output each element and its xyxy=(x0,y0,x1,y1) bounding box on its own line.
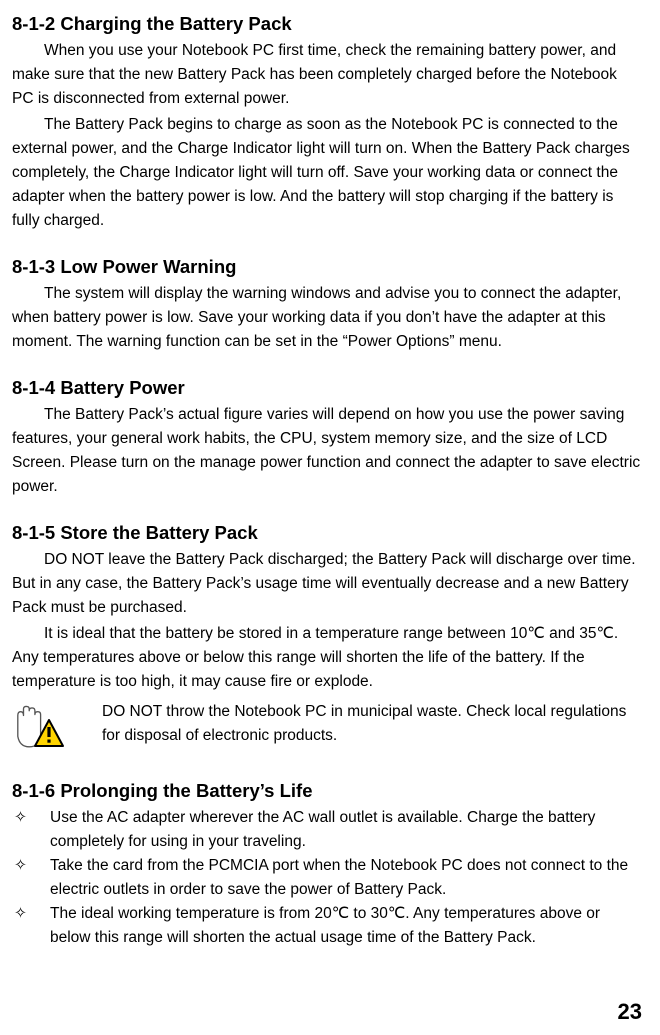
spacer xyxy=(12,759,642,769)
bullet-icon: ✧ xyxy=(12,902,50,926)
warning-text: DO NOT throw the Notebook PC in municipa… xyxy=(66,700,642,748)
spacer xyxy=(12,356,642,366)
paragraph: The Battery Pack begins to charge as soo… xyxy=(12,113,642,233)
paragraph: It is ideal that the battery be stored i… xyxy=(12,622,642,694)
bullet-icon: ✧ xyxy=(12,806,50,830)
heading-8-1-5: 8-1-5 Store the Battery Pack xyxy=(12,521,642,546)
list-item: ✧ Use the AC adapter wherever the AC wal… xyxy=(12,806,642,854)
warning-note: DO NOT throw the Notebook PC in municipa… xyxy=(12,700,642,759)
spacer xyxy=(12,235,642,245)
heading-8-1-4: 8-1-4 Battery Power xyxy=(12,376,642,401)
list-item-text: Take the card from the PCMCIA port when … xyxy=(50,854,642,902)
warning-icon xyxy=(12,700,66,759)
page: 8-1-2 Charging the Battery Pack When you… xyxy=(0,0,660,1035)
paragraph: When you use your Notebook PC first time… xyxy=(12,39,642,111)
heading-8-1-2: 8-1-2 Charging the Battery Pack xyxy=(12,12,642,37)
page-number: 23 xyxy=(618,999,642,1025)
list-item-text: The ideal working temperature is from 20… xyxy=(50,902,642,950)
list-item: ✧ The ideal working temperature is from … xyxy=(12,902,642,950)
paragraph: DO NOT leave the Battery Pack discharged… xyxy=(12,548,642,620)
list-item: ✧ Take the card from the PCMCIA port whe… xyxy=(12,854,642,902)
paragraph: The Battery Pack’s actual figure varies … xyxy=(12,403,642,499)
spacer xyxy=(12,501,642,511)
list-item-text: Use the AC adapter wherever the AC wall … xyxy=(50,806,642,854)
heading-8-1-3: 8-1-3 Low Power Warning xyxy=(12,255,642,280)
paragraph: The system will display the warning wind… xyxy=(12,282,642,354)
bullet-icon: ✧ xyxy=(12,854,50,878)
heading-8-1-6: 8-1-6 Prolonging the Battery’s Life xyxy=(12,779,642,804)
